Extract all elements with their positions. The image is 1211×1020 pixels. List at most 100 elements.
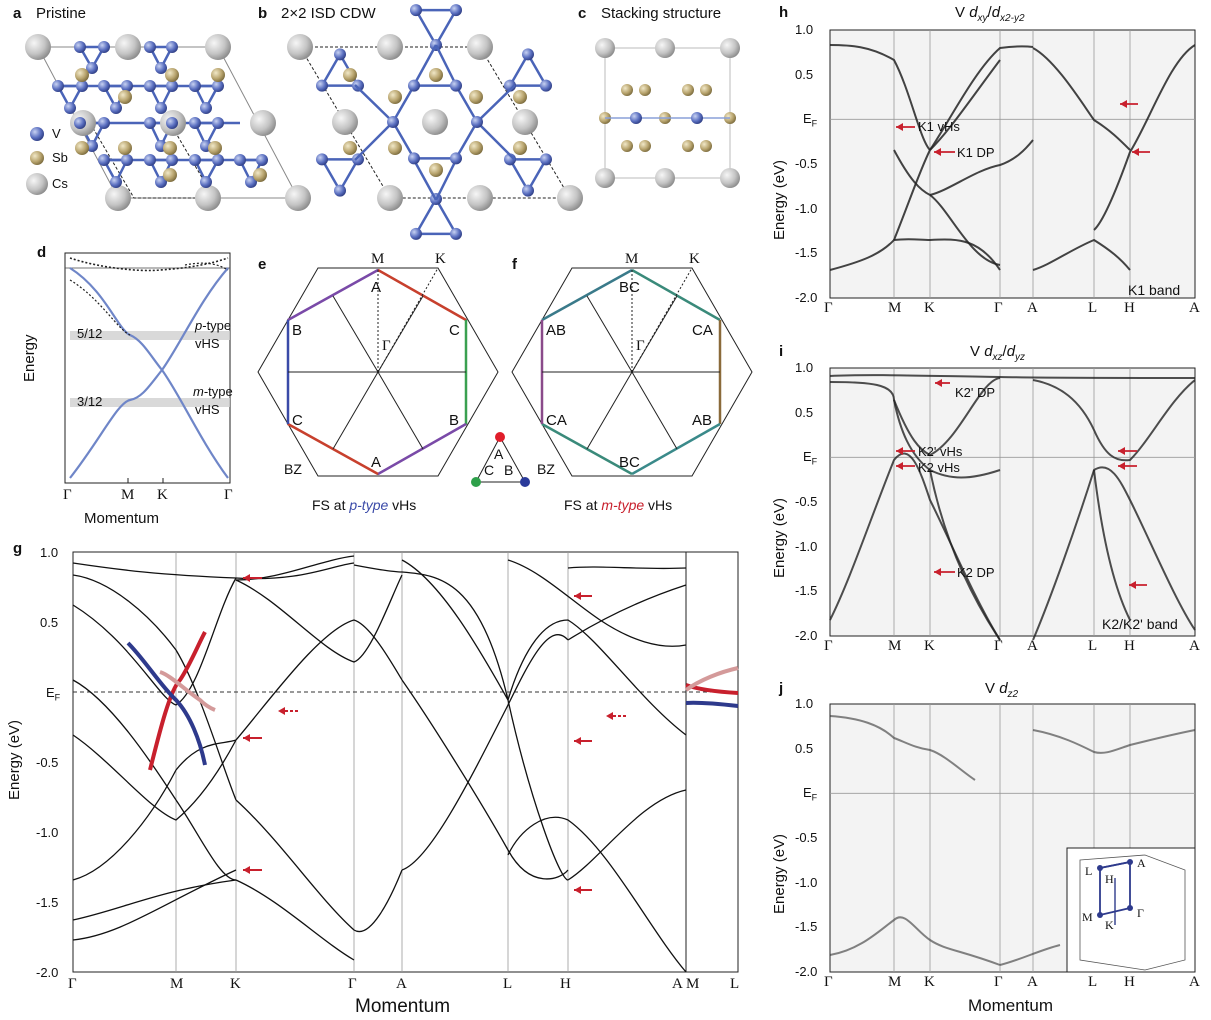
g-y--2.0: -2.0 (36, 965, 59, 980)
v-atom (74, 117, 86, 129)
connector-bond (434, 159, 458, 201)
cs-atom (377, 34, 403, 60)
band-line (567, 566, 687, 570)
right-kpoint: A (1189, 638, 1200, 654)
v-atom (522, 184, 534, 197)
v-atom (110, 102, 122, 114)
sb-atom (118, 141, 132, 155)
cs-atom (595, 38, 615, 58)
h-band (893, 59, 1001, 241)
right-kpoint: L (1088, 300, 1098, 316)
band-lines (72, 555, 687, 973)
j-band (829, 916, 1001, 966)
right-ytick: 0.5 (795, 404, 814, 420)
v-atom (450, 79, 462, 92)
sb-atom (208, 141, 222, 155)
i-annot-k2vhs: K2 vHs (918, 460, 960, 475)
v-atom (212, 154, 224, 166)
band-line (567, 789, 687, 881)
v-atom (76, 80, 88, 92)
j-inset-M: M (1082, 910, 1093, 924)
panel-i-frame (829, 367, 1196, 637)
sb-atom (682, 84, 694, 96)
sb-atom (388, 141, 402, 155)
v-atom (212, 117, 224, 129)
e-bz: BZ (284, 461, 302, 477)
panel-h-label: h (779, 4, 789, 21)
inset-path (1099, 861, 1131, 869)
sb-atom (700, 140, 712, 152)
e-cap-pre: FS at (312, 497, 350, 513)
v-atom (144, 154, 156, 166)
v-atom (189, 80, 201, 92)
panel-g-plot (72, 551, 739, 973)
g-ef-sub: F (54, 692, 61, 703)
triangle-bond (413, 196, 459, 236)
right-kpoint: A (1027, 300, 1038, 316)
red-arrow-head (606, 712, 613, 720)
right-ytick: -1.0 (795, 200, 818, 216)
inset-point (1127, 859, 1133, 865)
g-k6: H (560, 976, 571, 992)
i-annot-k2pdp: K2' DP (955, 385, 996, 400)
h-t-d2: d (991, 4, 1001, 21)
panel-b-label: b (258, 5, 268, 22)
i-band (929, 469, 1001, 641)
cs-atom (285, 185, 311, 211)
f-cap-post: vHs (644, 497, 673, 513)
g-y-1.0: 1.0 (40, 545, 59, 560)
e-M: M (371, 251, 385, 267)
cs-atom (115, 34, 141, 60)
j-t-s1: z2 (1007, 689, 1019, 700)
legend-v: V (52, 126, 61, 141)
band-line (401, 634, 569, 871)
h-band (929, 139, 1034, 196)
red-arrow-head (896, 123, 903, 131)
highlighted-bands (126, 631, 739, 771)
right-ytick: 1.0 (795, 22, 814, 37)
v-atom (98, 154, 110, 166)
v-atom (64, 102, 76, 114)
sb-atom (388, 90, 402, 104)
right-kpoint: Γ (824, 300, 833, 316)
band-line (567, 584, 687, 641)
i-band (829, 374, 1196, 379)
right-ytick: -2.0 (795, 290, 818, 305)
panel-e-label: e (258, 256, 267, 273)
v-atom (98, 41, 110, 53)
panel-g-ylabel: Energy (eV) (6, 719, 23, 800)
h-t-mid: / (987, 4, 992, 21)
red-arrow-head (1120, 100, 1127, 108)
sb-atom (682, 140, 694, 152)
j-band (999, 944, 1061, 966)
panel-i-label: i (779, 343, 784, 360)
kagome-bond (147, 45, 175, 71)
legend-cs: Cs (52, 176, 68, 191)
j-inset-Gamma: Γ (1137, 906, 1144, 920)
v-atom (144, 117, 156, 129)
h-t-s2: x2-y2 (1000, 13, 1025, 24)
right-kpoint: Γ (994, 974, 1003, 990)
i-band (829, 452, 1001, 641)
red-arrow-head (574, 886, 581, 894)
g-y--0.5: -0.5 (36, 755, 59, 770)
band-line (507, 559, 687, 647)
band-line (72, 577, 237, 706)
cs-atom (250, 110, 276, 136)
sb-atom (163, 141, 177, 155)
right-kpoint: L (1088, 974, 1098, 990)
band-line (72, 679, 237, 881)
right-kpoint: M (888, 974, 902, 990)
h-band (829, 238, 1001, 271)
pink-band (159, 670, 216, 712)
triangle-bond (507, 158, 549, 194)
right-ytick: -1.5 (795, 583, 818, 599)
v-atom (334, 48, 346, 61)
e-K: K (435, 251, 446, 267)
panel-b-title: 2×2 ISD CDW (281, 5, 376, 22)
red-band (148, 631, 207, 771)
v-atom (121, 80, 133, 92)
triangle-bond (413, 8, 459, 48)
j-t-d1: d (999, 680, 1008, 697)
